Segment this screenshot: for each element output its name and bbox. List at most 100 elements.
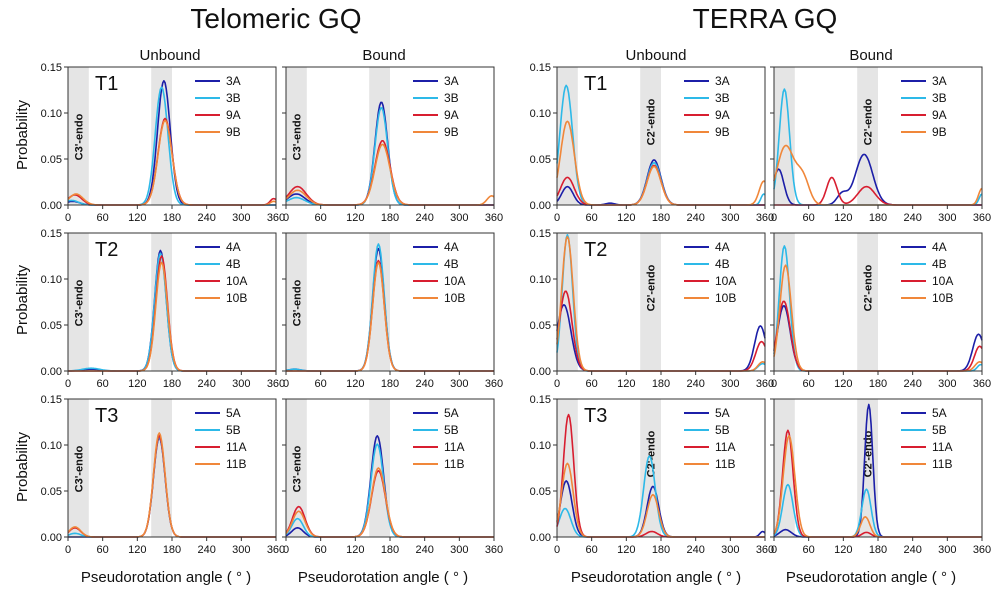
y-tick-label: 0.00 (530, 532, 551, 544)
legend-label-3b: 3B (715, 91, 730, 105)
x-tick-label: 180 (381, 212, 399, 224)
col-title-terra-unbound: Unbound (626, 47, 687, 64)
legend: 4A 4B 10A 10B (195, 240, 247, 305)
x-tick-label: 300 (232, 378, 250, 390)
x-tick-label: 300 (232, 544, 250, 556)
x-tick-label: 120 (617, 212, 635, 224)
legend: 3A 3B 9A 9B (413, 74, 459, 139)
x-tick-label: 120 (617, 378, 635, 390)
legend-label-5b: 5B (226, 423, 241, 437)
y-tick-label: 0.00 (41, 200, 62, 212)
legend-label-9a: 9A (226, 108, 241, 122)
y-tick-label: 0.15 (530, 228, 551, 240)
legend-label-3a: 3A (715, 74, 730, 88)
x-tick-label: 60 (803, 378, 815, 390)
legend-label-10b: 10B (932, 291, 953, 305)
shade-region-c2 (640, 233, 661, 371)
legend-label-9b: 9B (444, 125, 459, 139)
shade-label: C2'-endo (863, 264, 875, 311)
shade-label: C3'-endo (291, 113, 303, 160)
shade-region-c2 (857, 67, 878, 205)
y-tick-label: 0.10 (41, 274, 62, 286)
shade-region-c3 (286, 399, 307, 537)
legend: 3A 3B 9A 9B (195, 74, 241, 139)
legend: 5A 5B 11A 11B (413, 406, 464, 471)
panel-grid: C3'-endo 0 60 120 180 240 300 360 0.00 0.05 0.10 0.… (41, 62, 992, 556)
y-tick-label: 0.00 (41, 366, 62, 378)
y-tick-label: 0.05 (41, 320, 62, 332)
y-tick-label: 0.00 (41, 532, 62, 544)
legend-label-3b: 3B (444, 91, 459, 105)
x-tick-label: 120 (834, 544, 852, 556)
legend-label-11a: 11A (226, 440, 246, 454)
legend-label-11b: 11B (226, 457, 246, 471)
x-tick-label: 60 (97, 212, 109, 224)
legend-label-4a: 4A (444, 240, 459, 254)
x-tick-label: 240 (903, 378, 921, 390)
legend-label-3a: 3A (226, 74, 241, 88)
x-tick-label: 180 (869, 378, 887, 390)
shade-label: C2'-endo (646, 98, 658, 145)
x-tick-label: 0 (554, 378, 560, 390)
x-tick-label: 300 (450, 544, 468, 556)
shade-label: C3'-endo (291, 445, 303, 492)
x-tick-label: 360 (973, 212, 991, 224)
legend-label-3b: 3B (932, 91, 947, 105)
x-tick-label: 120 (128, 212, 146, 224)
x-tick-label: 300 (232, 212, 250, 224)
x-tick-label: 300 (450, 212, 468, 224)
shade-region-c2 (857, 233, 878, 371)
xlabel-terra-unbound: Pseudorotation angle ( ° ) (571, 569, 741, 586)
row-label-t3: T3 (95, 405, 118, 427)
x-tick-label: 120 (834, 378, 852, 390)
x-tick-label: 0 (771, 212, 777, 224)
x-tick-label: 240 (686, 212, 704, 224)
legend-label-4b: 4B (226, 257, 241, 271)
legend-label-5b: 5B (715, 423, 730, 437)
x-tick-label: 360 (973, 544, 991, 556)
x-tick-label: 360 (267, 544, 285, 556)
y-tick-label: 0.10 (530, 440, 551, 452)
telomeric-group-title: Telomeric GQ (190, 3, 361, 34)
legend-label-9b: 9B (932, 125, 947, 139)
row-label-t2: T2 (584, 239, 607, 261)
ylabel-row-3: Probability (14, 431, 31, 502)
x-tick-label: 180 (652, 544, 670, 556)
x-tick-label: 60 (586, 544, 598, 556)
x-tick-label: 360 (267, 378, 285, 390)
legend: 5A 5B 11A 11B (901, 406, 952, 471)
legend-label-3a: 3A (444, 74, 459, 88)
x-tick-label: 360 (485, 212, 503, 224)
x-tick-label: 0 (771, 378, 777, 390)
x-tick-label: 120 (834, 212, 852, 224)
legend-label-3b: 3B (226, 91, 241, 105)
x-tick-label: 180 (381, 544, 399, 556)
x-tick-label: 180 (652, 378, 670, 390)
legend: 3A 3B 9A 9B (901, 74, 947, 139)
panel-terra-bound-t1: C2'-endo 0 60 120 180 240 300 360 3A 3B 9A 9B (770, 66, 991, 224)
xlabel-terra-bound: Pseudorotation angle ( ° ) (786, 569, 956, 586)
y-tick-label: 0.10 (530, 108, 551, 120)
legend-label-11b: 11B (715, 457, 735, 471)
y-tick-label: 0.00 (530, 200, 551, 212)
x-tick-label: 0 (554, 212, 560, 224)
x-tick-label: 60 (315, 378, 327, 390)
legend-label-10a: 10A (715, 274, 736, 288)
x-tick-label: 0 (283, 212, 289, 224)
legend-label-9a: 9A (932, 108, 947, 122)
legend-label-5b: 5B (932, 423, 947, 437)
x-tick-label: 240 (197, 544, 215, 556)
col-title-telomeric-bound: Bound (362, 47, 405, 64)
panel-telomeric-bound-t3: C3'-endo 0 60 120 180 240 300 360 5A 5B 11A 11B (282, 398, 503, 556)
x-tick-label: 120 (346, 378, 364, 390)
panel-telomeric-bound-t1: C3'-endo 0 60 120 180 240 300 360 3A 3B 9A 9B (282, 66, 503, 224)
x-tick-label: 0 (65, 544, 71, 556)
x-tick-label: 60 (97, 544, 109, 556)
legend-label-11a: 11A (715, 440, 735, 454)
col-title-terra-bound: Bound (849, 47, 892, 64)
xlabel-telomeric-bound: Pseudorotation angle ( ° ) (298, 569, 468, 586)
legend-label-5a: 5A (715, 406, 730, 420)
row-label-t1: T1 (584, 73, 607, 95)
x-tick-label: 360 (756, 212, 774, 224)
